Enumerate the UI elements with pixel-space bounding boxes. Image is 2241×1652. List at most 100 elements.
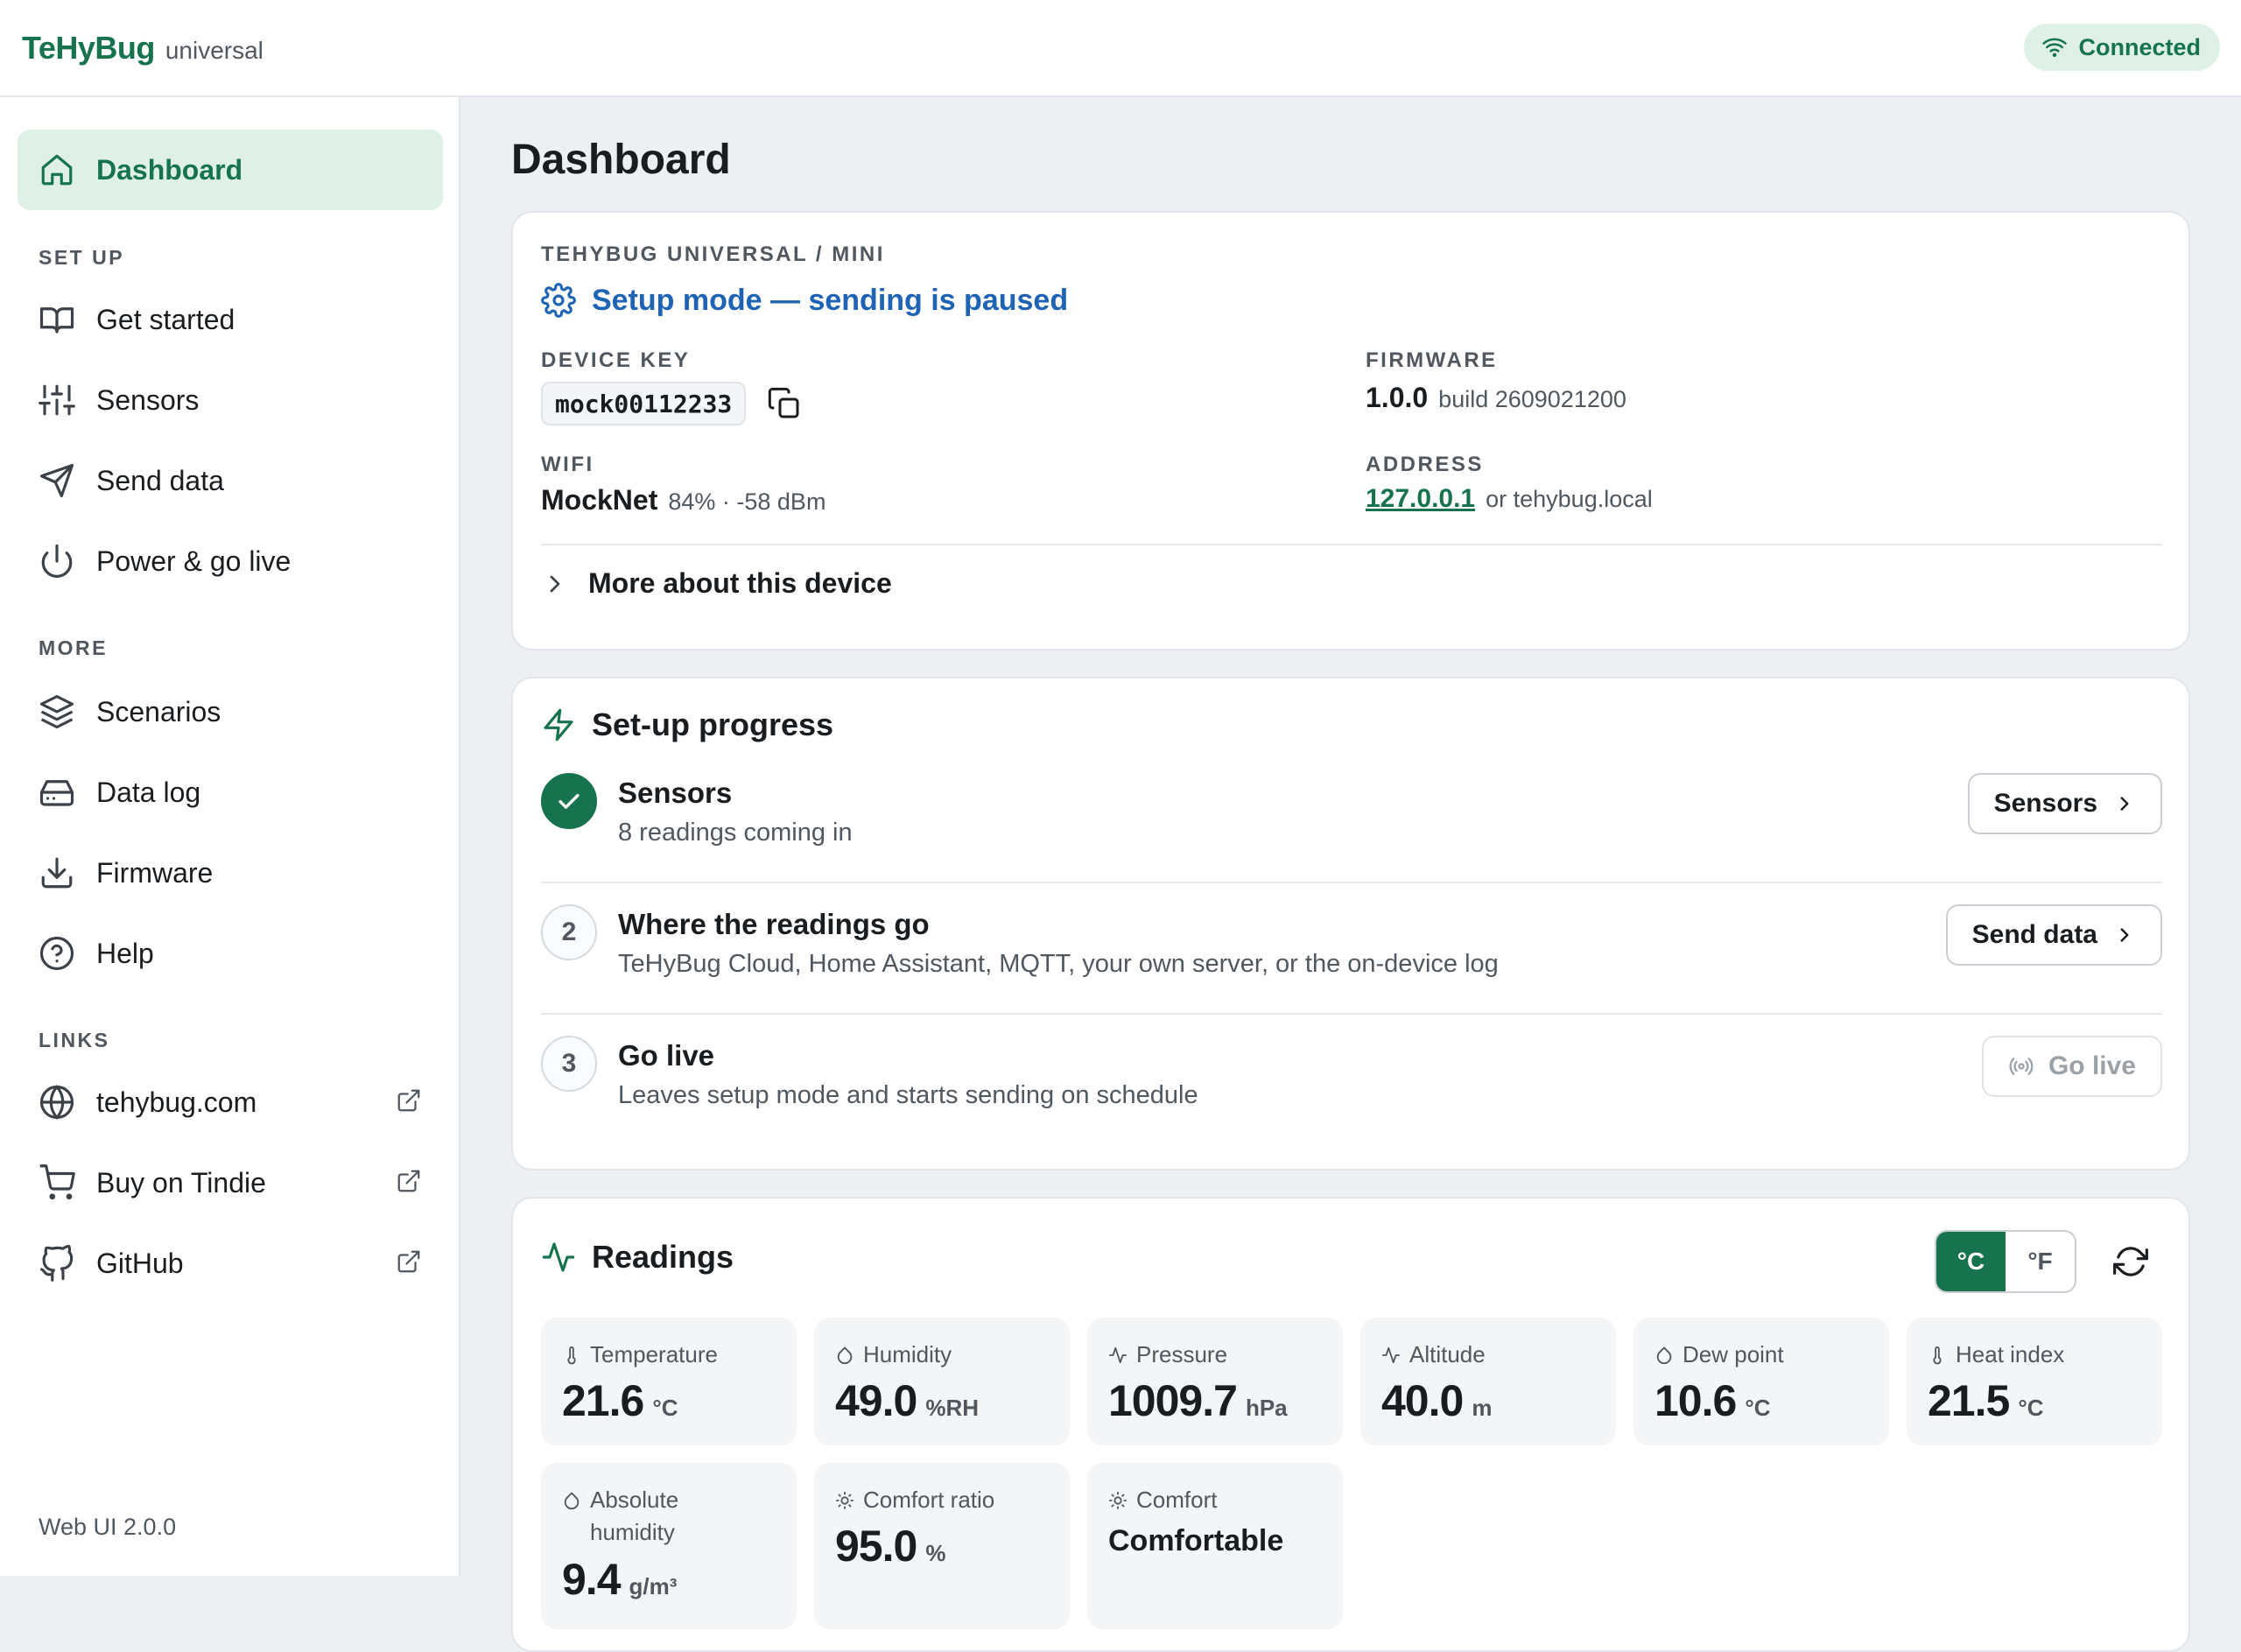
firmware-value: 1.0.0 build 2609021200 — [1366, 382, 1626, 414]
step-title: Sensors — [618, 777, 733, 809]
gear-icon — [541, 283, 576, 318]
setup-progress-card: Set-up progress Sensors 8 readings comin… — [511, 677, 2190, 1170]
temperature-unit-toggle: °C °F — [1935, 1230, 2076, 1293]
sliders-icon — [39, 384, 75, 416]
sidebar-item-github[interactable]: GitHub — [18, 1223, 443, 1304]
sidebar-item-data-log[interactable]: Data log — [18, 752, 443, 833]
more-about-device-label: More about this device — [588, 567, 892, 599]
send-data-button[interactable]: Send data — [1945, 904, 2162, 966]
sidebar-item-label: Dashboard — [96, 153, 243, 186]
button-label: Sensors — [1993, 789, 2097, 818]
send-icon — [39, 463, 74, 498]
tile-number: 21.6 — [562, 1376, 644, 1425]
refresh-button[interactable] — [2113, 1244, 2148, 1279]
tile-number: 95.0 — [835, 1522, 917, 1571]
tile-value: 21.6 °C — [562, 1375, 678, 1426]
external-link-icon — [397, 1089, 420, 1112]
sidebar-item-dashboard[interactable]: Dashboard — [18, 130, 443, 210]
pulse-icon — [1108, 1346, 1128, 1364]
pulse-icon — [1381, 1346, 1401, 1364]
firmware-label: FIRMWARE — [1366, 348, 1498, 372]
check-icon — [558, 793, 580, 809]
tile-value: Comfortable — [1108, 1524, 1283, 1558]
chevron-right-icon — [550, 575, 560, 592]
step-number-badge: 3 — [541, 1036, 597, 1092]
sidebar-item-tehybug-com[interactable]: tehybug.com — [18, 1062, 443, 1142]
readings-title-label: Readings — [592, 1239, 734, 1275]
step-title: Go live — [618, 1039, 715, 1072]
reading-tile-comfort: Comfort Comfortable — [1087, 1463, 1343, 1629]
wifi-signal: 84% · -58 dBm — [668, 489, 826, 515]
pulse-icon — [542, 1242, 575, 1272]
sidebar-item-power-go-live[interactable]: Power & go live — [18, 521, 443, 601]
tile-text-value: Comfortable — [1108, 1524, 1284, 1557]
step-description: TeHyBug Cloud, Home Assistant, MQTT, you… — [618, 950, 1499, 978]
tile-label-text: Heat index — [1956, 1341, 2065, 1367]
sidebar-item-label: Send data — [96, 464, 224, 496]
reading-tile-dew-point: Dew point 10.6 °C — [1633, 1318, 1889, 1445]
tile-label-text: Pressure — [1136, 1341, 1228, 1367]
tile-label: Comfort ratio — [835, 1484, 994, 1516]
sidebar-item-sensors[interactable]: Sensors — [18, 360, 443, 440]
connection-status-badge: Connected — [2024, 24, 2220, 71]
sensors-button[interactable]: Sensors — [1967, 773, 2162, 834]
tile-number: 40.0 — [1381, 1376, 1464, 1425]
thermometer-icon — [1933, 1346, 1942, 1365]
tile-label-text: Altitude — [1409, 1341, 1486, 1367]
reading-tile-humidity: Humidity 49.0 %RH — [814, 1318, 1070, 1445]
device-key-value[interactable]: mock00112233 — [541, 382, 747, 425]
book-icon — [39, 307, 74, 334]
sidebar-item-firmware[interactable]: Firmware — [18, 833, 443, 913]
setup-mode-label: Setup mode — sending is paused — [592, 283, 1069, 317]
sidebar-item-buy-on-tindie[interactable]: Buy on Tindie — [18, 1142, 443, 1223]
address-alt: or tehybug.local — [1486, 486, 1653, 512]
sidebar-item-send-data[interactable]: Send data — [18, 440, 443, 521]
web-ui-version: Web UI 2.0.0 — [39, 1514, 177, 1540]
sidebar-item-scenarios[interactable]: Scenarios — [18, 671, 443, 752]
readings-title: Readings — [541, 1239, 734, 1276]
readings-card: Readings °C °F Temperature 21.6 °C Humid… — [511, 1197, 2190, 1652]
lightning-icon — [544, 708, 573, 742]
tile-value: 95.0 % — [835, 1521, 945, 1571]
top-bar: TeHyBug universal Connected — [0, 0, 2241, 97]
tile-unit: hPa — [1245, 1395, 1288, 1421]
firmware-build: build 2609021200 — [1438, 386, 1626, 412]
button-label: Go live — [2048, 1051, 2136, 1080]
brand[interactable]: TeHyBug universal — [22, 30, 263, 67]
step-description: Leaves setup mode and starts sending on … — [618, 1081, 1198, 1109]
external-link-icon — [397, 1170, 420, 1192]
unit-fahrenheit-option[interactable]: °F — [2027, 1248, 2053, 1275]
globe-icon — [39, 1085, 74, 1120]
device-key-label: DEVICE KEY — [541, 348, 691, 372]
tile-label-text: Humidity — [863, 1341, 952, 1367]
tile-value: 40.0 m — [1381, 1375, 1492, 1426]
sidebar-item-label: GitHub — [96, 1247, 184, 1279]
tile-unit: g/m³ — [629, 1573, 678, 1599]
sidebar-item-label: Buy on Tindie — [96, 1166, 266, 1199]
tile-label-text: Comfort ratio — [863, 1487, 995, 1513]
reading-tile-pressure: Pressure 1009.7 hPa — [1087, 1318, 1343, 1445]
tile-label: Dew point — [1654, 1339, 1784, 1371]
go-live-button[interactable]: Go live — [1981, 1036, 2162, 1097]
wifi-ssid: MockNet — [541, 484, 658, 516]
section-heading-links: LINKS — [39, 1029, 110, 1051]
sidebar-item-label: Firmware — [96, 856, 214, 889]
thermometer-icon — [567, 1346, 576, 1365]
address-ip-link[interactable]: 127.0.0.1 — [1366, 484, 1476, 513]
tile-number: 9.4 — [562, 1555, 622, 1604]
page-title: Dashboard — [511, 137, 731, 183]
button-label: Send data — [1971, 920, 2097, 949]
firmware-version: 1.0.0 — [1366, 382, 1429, 413]
device-model: TEHYBUG UNIVERSAL / MINI — [541, 243, 885, 266]
sidebar-item-label: tehybug.com — [96, 1086, 257, 1118]
copy-key-button[interactable] — [767, 386, 802, 421]
droplet-icon — [837, 1346, 853, 1365]
tile-unit: %RH — [925, 1395, 979, 1421]
copy-icon — [768, 387, 799, 418]
more-about-device-toggle[interactable]: More about this device — [541, 567, 892, 600]
unit-celsius-option[interactable]: °C — [1936, 1232, 2006, 1291]
sidebar-item-help[interactable]: Help — [18, 913, 443, 994]
step-where-readings-go: 2 Where the readings go TeHyBug Cloud, H… — [541, 904, 2162, 1036]
sun-icon — [1108, 1491, 1128, 1510]
sidebar-item-get-started[interactable]: Get started — [18, 279, 443, 360]
